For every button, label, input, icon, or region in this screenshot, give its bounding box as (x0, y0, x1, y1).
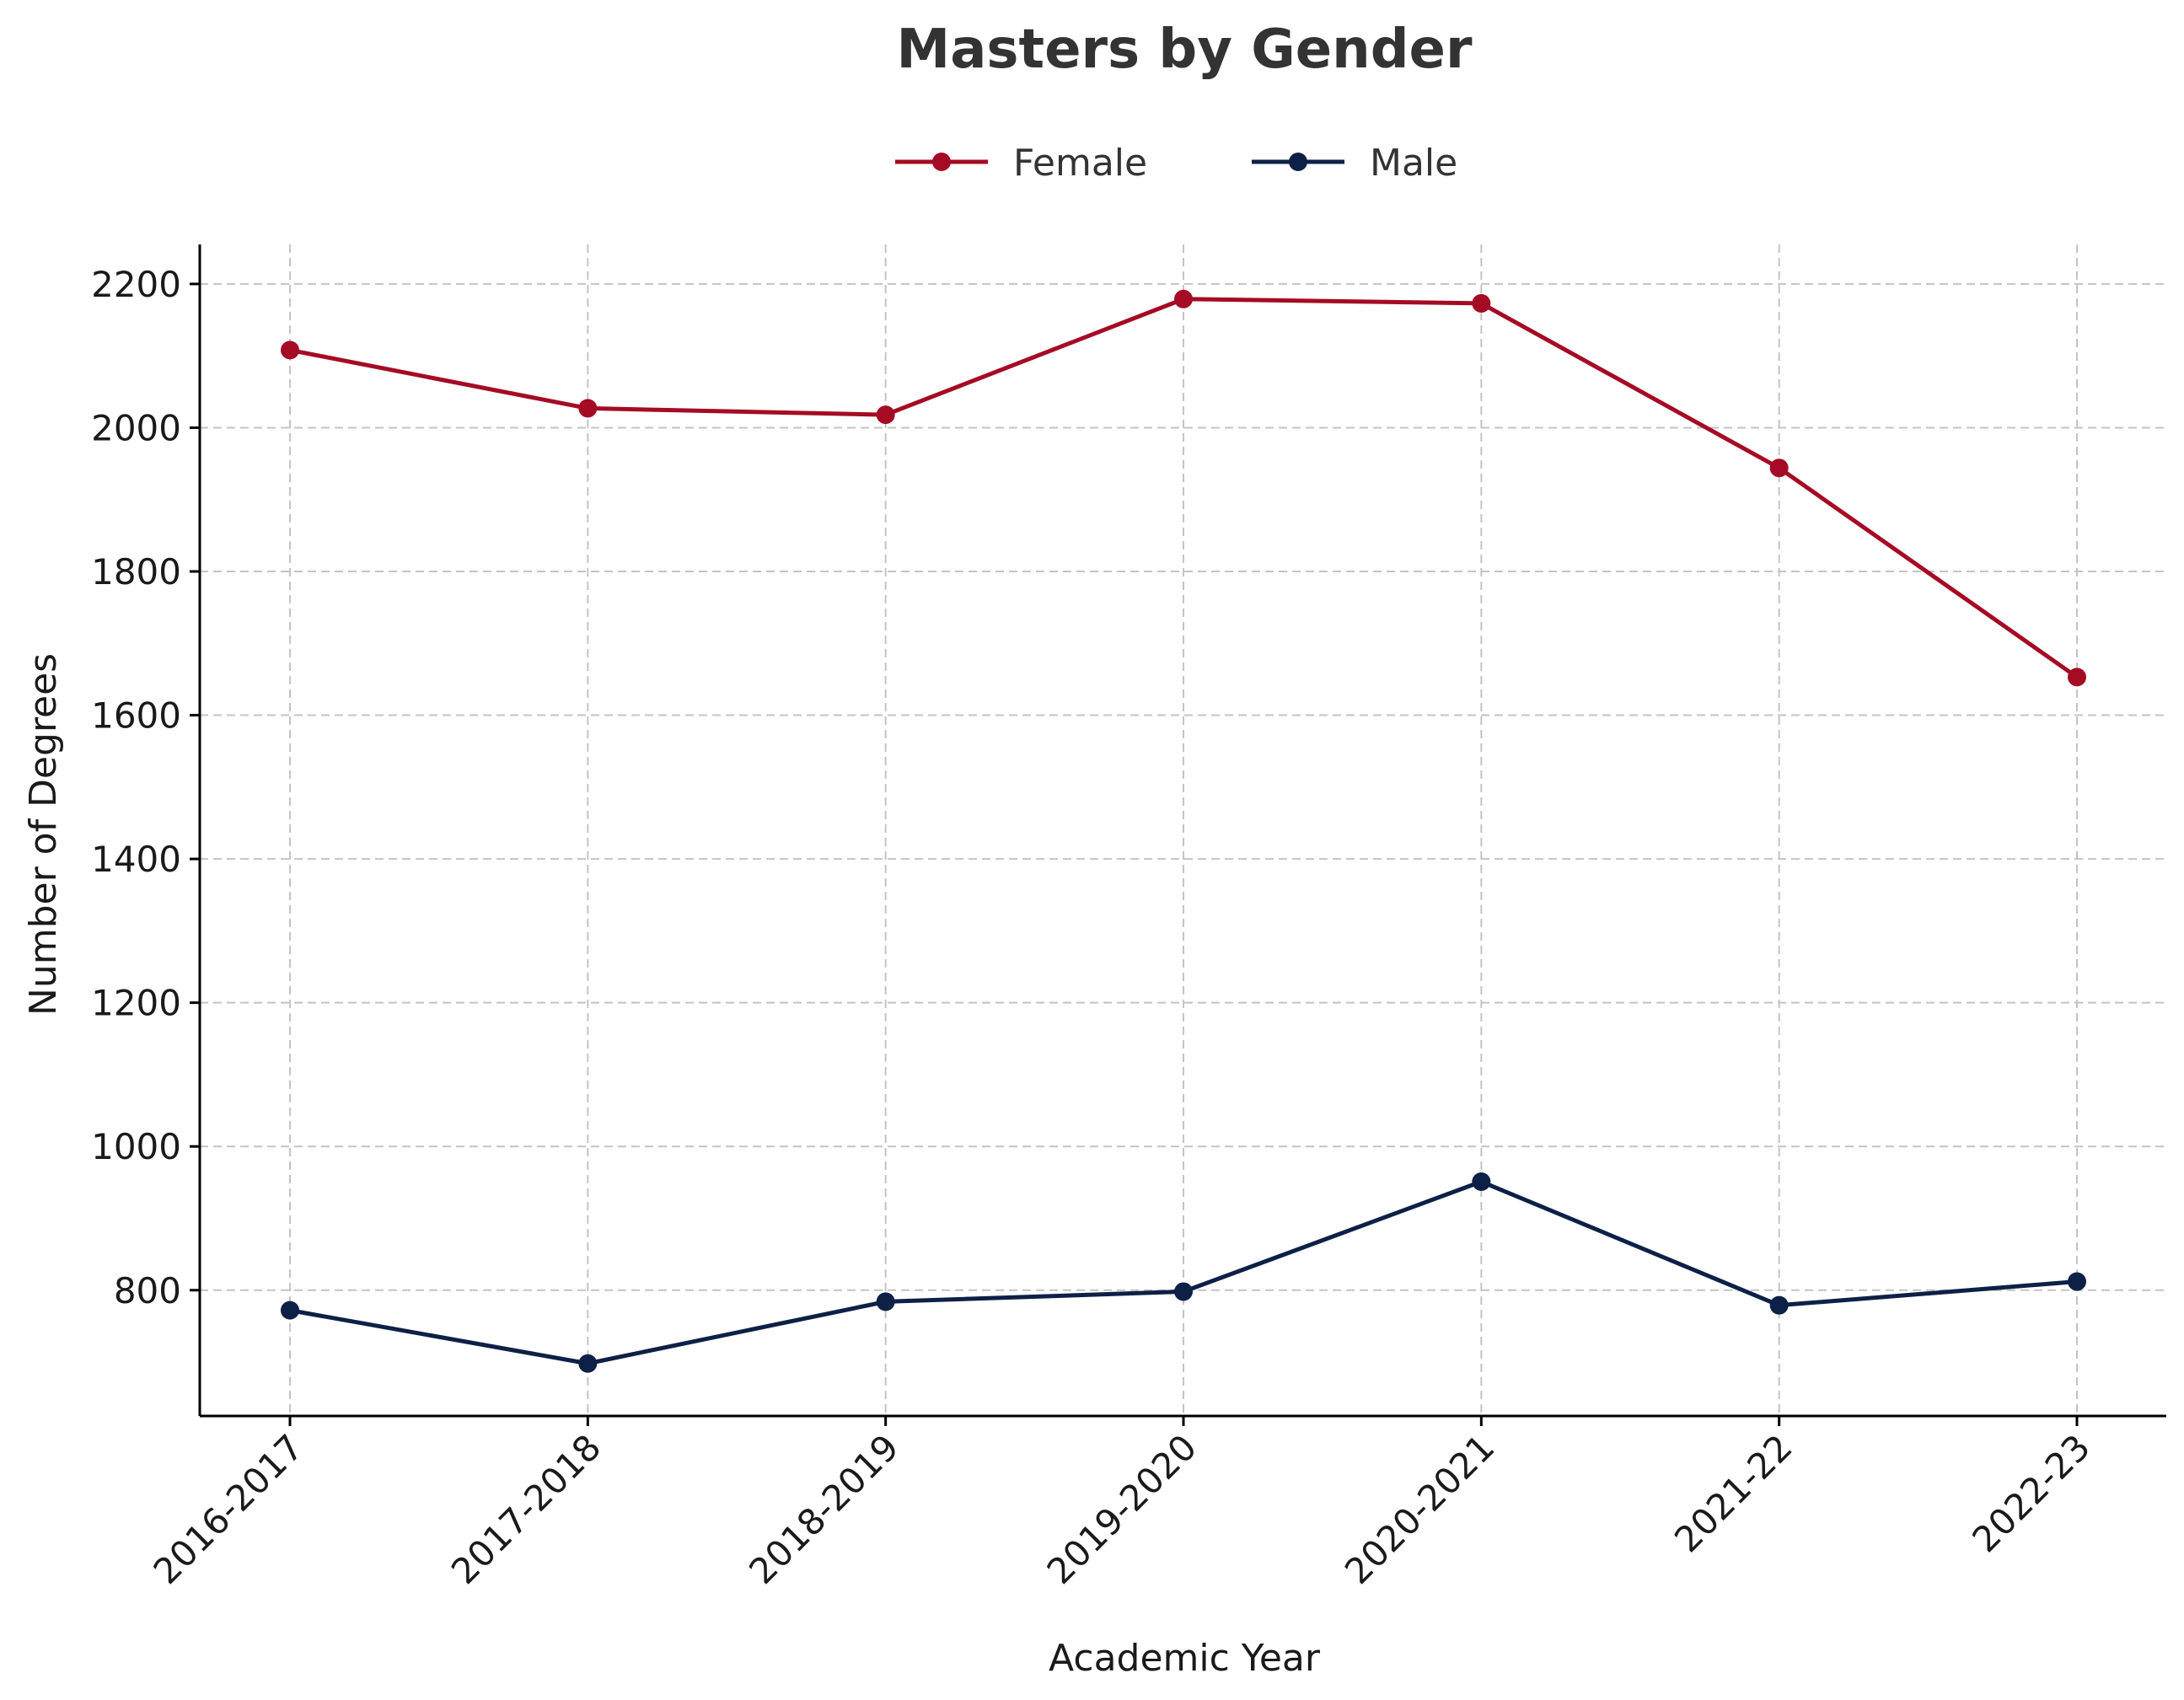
data-point-female (2068, 668, 2086, 687)
y-axis-label: Number of Degrees (22, 653, 65, 1016)
grid (200, 244, 2166, 1416)
legend-marker (1289, 153, 1307, 171)
x-tick-label: 2022-23 (1964, 1426, 2098, 1560)
x-tick-label: 2020-2021 (1337, 1426, 1503, 1592)
x-tick-label: 2017-2018 (443, 1426, 609, 1592)
y-tick-label: 1800 (91, 551, 181, 593)
y-tick-label: 1600 (91, 695, 181, 737)
data-point-female (876, 405, 895, 425)
data-point-male (876, 1292, 895, 1311)
chart-title: Masters by Gender (897, 19, 1473, 81)
data-point-male (1769, 1295, 1789, 1315)
legend-marker (932, 153, 951, 171)
y-tick-label: 2200 (91, 264, 181, 305)
legend: Female Male (895, 142, 1457, 185)
y-tick-label: 1000 (91, 1126, 181, 1167)
ticks: 800 1000 1200 1400 1600 1800 2000 2200 2016-2017… (91, 264, 2098, 1592)
legend-item-male: Male (1252, 142, 1457, 185)
x-tick-label: 2016-2017 (146, 1426, 312, 1592)
y-tick-label: 2000 (91, 407, 181, 448)
x-tick-label: 2021-22 (1666, 1426, 1800, 1560)
x-axis-label: Academic Year (1049, 1637, 1321, 1680)
legend-label: Female (1013, 142, 1147, 185)
data-point-male (2068, 1272, 2086, 1291)
data-point-female (1174, 289, 1193, 308)
data-point-female (578, 399, 598, 418)
data-point-male (281, 1300, 299, 1320)
data-point-male (1174, 1282, 1193, 1301)
y-tick-label: 1200 (91, 983, 181, 1024)
data-point-male (1472, 1172, 1491, 1191)
x-tick-label: 2019-2020 (1039, 1426, 1205, 1592)
series-male (281, 1172, 2086, 1373)
data-point-female (281, 341, 299, 360)
legend-label: Male (1370, 142, 1457, 185)
y-tick-label: 1400 (91, 839, 181, 880)
data-point-female (1769, 459, 1789, 478)
series-layer (281, 289, 2086, 1373)
data-point-male (578, 1354, 598, 1373)
data-point-female (1472, 293, 1491, 313)
y-tick-label: 800 (114, 1270, 181, 1311)
legend-item-female: Female (895, 142, 1147, 185)
series-female (281, 289, 2086, 687)
x-tick-label: 2018-2019 (741, 1426, 907, 1592)
